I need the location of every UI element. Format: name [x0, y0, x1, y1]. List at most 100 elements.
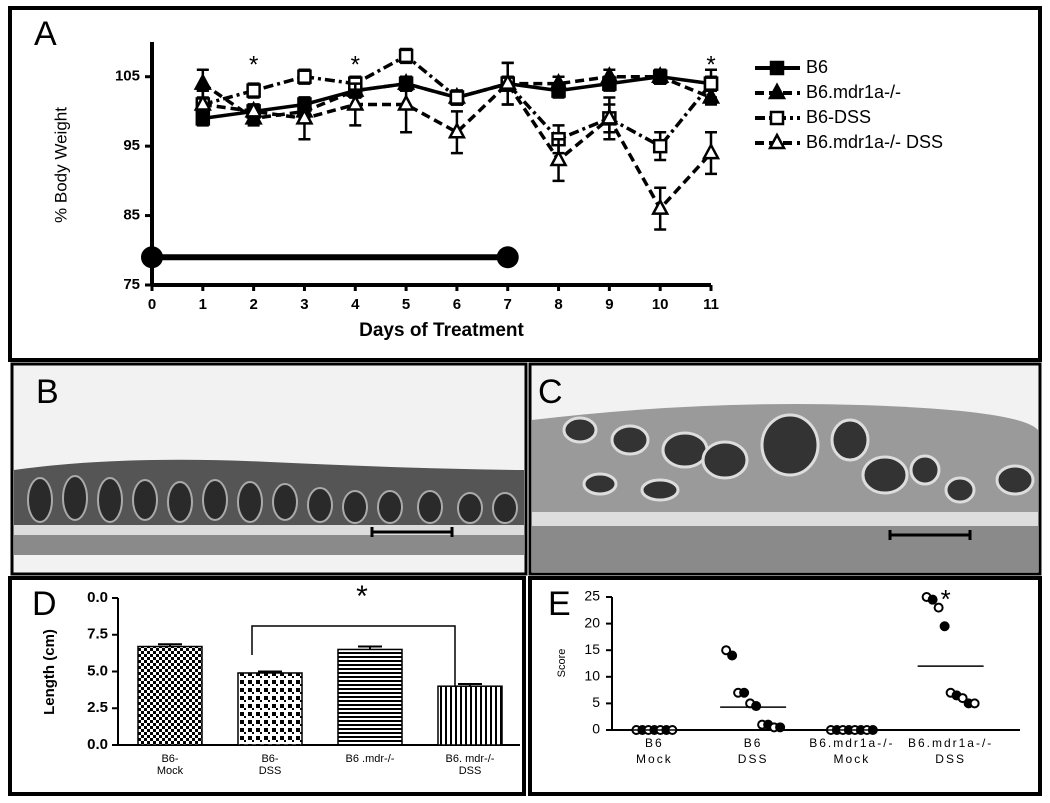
point [447, 121, 467, 139]
bar [137, 645, 203, 746]
legend-label: B6-DSS [806, 107, 871, 127]
x-tick-label: 8 [554, 296, 562, 313]
x-axis-title: Days of Treatment [359, 320, 524, 341]
x-tick-label: DSS [459, 765, 482, 777]
point [295, 107, 314, 125]
y-tick-label: 0 [592, 721, 600, 737]
point [939, 621, 950, 632]
y-tick-label: 5.0 [87, 662, 108, 679]
panel-label: C [538, 373, 563, 411]
y-tick-label: 0.0 [87, 589, 108, 606]
error-bar [358, 645, 382, 650]
annotation: * [351, 52, 360, 79]
y-tick-label: 105 [115, 68, 140, 85]
panel-label: E [548, 585, 571, 623]
point [193, 93, 212, 111]
point [767, 82, 787, 100]
point [701, 142, 721, 160]
legend-label: B6.mdr1a-/- DSS [806, 132, 943, 152]
point [721, 645, 732, 656]
y-axis-title: Length (cm) [41, 629, 58, 715]
x-tick-label: 9 [605, 296, 613, 313]
y-tick-label: 15 [584, 641, 600, 657]
x-tick-label: 4 [351, 296, 360, 313]
point [751, 701, 762, 712]
y-axis-title: % Body Weight [51, 107, 70, 223]
point [933, 602, 944, 613]
x-tick-label: 7 [504, 296, 512, 313]
annotation: * [706, 52, 715, 79]
x-tick-label: DSS [935, 752, 966, 766]
y-tick-label: 25 [584, 588, 600, 604]
tissue [14, 459, 524, 555]
y-tick-label: 10 [584, 668, 600, 684]
panel-label: B [36, 373, 59, 411]
x-tick-label: 0 [148, 296, 156, 313]
x-tick-label: DSS [738, 752, 769, 766]
point [600, 107, 619, 125]
x-tick-label: DSS [259, 765, 282, 777]
x-tick-label: Mock [636, 752, 673, 766]
point [346, 93, 365, 111]
y-tick-label: 95 [123, 137, 140, 154]
point [244, 100, 263, 118]
point [193, 73, 212, 90]
y-tick-label: 85 [123, 207, 140, 224]
point [767, 132, 787, 150]
panel-frame [8, 6, 1042, 362]
x-tick-label: 6 [453, 296, 461, 313]
series-line [202, 80, 713, 212]
point [246, 83, 261, 98]
x-tick-label: B6 [645, 736, 664, 750]
x-tick-label: B6- [261, 753, 278, 765]
point [651, 66, 670, 83]
point [297, 69, 312, 84]
x-tick-label: 3 [300, 296, 308, 313]
x-tick-label: B6- [161, 753, 178, 765]
significance-label: * [356, 580, 368, 613]
x-tick-label: 10 [652, 296, 669, 313]
x-tick-label: Mock [157, 765, 184, 777]
y-axis-title: Score [556, 649, 568, 678]
panel-label: D [32, 585, 57, 623]
annotation: * [249, 52, 258, 79]
y-tick-label: 75 [123, 276, 140, 293]
point [727, 650, 738, 661]
error-bar [458, 682, 482, 687]
y-tick-label: 5 [592, 694, 600, 710]
panel-frame [8, 576, 526, 796]
x-tick-label: 2 [249, 296, 257, 313]
point [600, 66, 619, 83]
tissue [532, 404, 1038, 572]
point [739, 687, 750, 698]
point [651, 197, 670, 215]
x-tick-label: B6. mdr-/- [446, 753, 495, 765]
bar [437, 685, 503, 746]
y-tick-label: 7.5 [87, 626, 108, 643]
point [398, 48, 414, 64]
panel-label: A [34, 15, 57, 53]
significance-bracket [251, 625, 456, 720]
point [927, 594, 938, 605]
point [769, 60, 785, 76]
x-tick-label: 1 [199, 296, 207, 313]
legend-label: B6 [806, 57, 828, 77]
x-tick-label: 11 [703, 296, 719, 313]
x-tick-label: B6 [744, 736, 763, 750]
point [969, 698, 980, 709]
significance-label: * [941, 584, 951, 614]
bar [337, 648, 403, 746]
treatment-bar-end [496, 246, 519, 269]
error-bar [258, 670, 282, 673]
legend-label: B6.mdr1a-/- [806, 82, 901, 102]
x-tick-label: 5 [402, 296, 410, 313]
point [498, 73, 517, 90]
point [396, 93, 416, 111]
point [957, 693, 968, 704]
point [703, 76, 719, 91]
bar [237, 672, 303, 746]
x-tick-label: B6.mdr1a-/- [908, 736, 993, 750]
point [449, 90, 465, 105]
x-tick-label: B6 .mdr-/- [346, 753, 395, 765]
point [549, 73, 568, 90]
